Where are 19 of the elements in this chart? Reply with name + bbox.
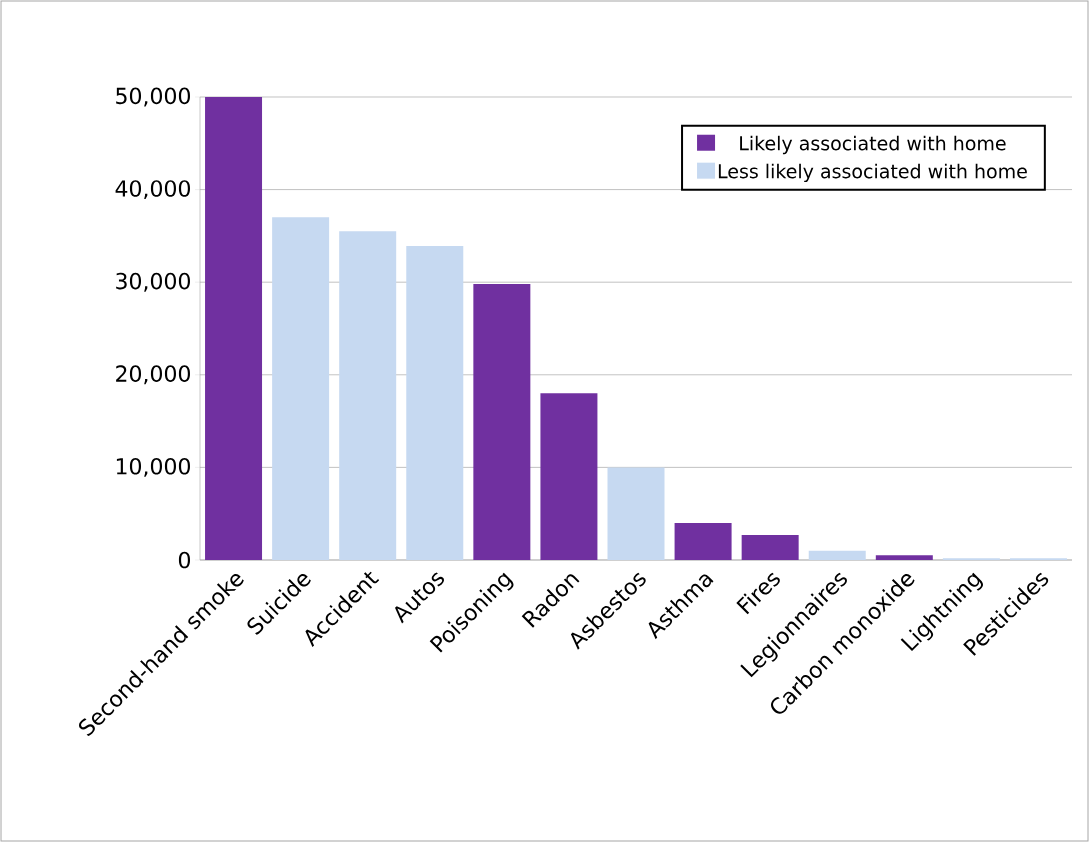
y-tick-label: 50,000 (116, 87, 190, 107)
bar (205, 96, 263, 560)
bar (473, 284, 531, 560)
bar (741, 534, 799, 560)
y-tick-label: 0 (178, 551, 191, 569)
legend-label: Less likely associated with home (718, 163, 1027, 183)
y-tick-label: 40,000 (115, 180, 190, 200)
bar (540, 393, 598, 560)
legend-label: Likely associated with home (740, 135, 1006, 155)
bar (607, 467, 665, 560)
bar (808, 550, 866, 560)
y-tick-label: 30,000 (116, 272, 190, 292)
bar (339, 231, 397, 560)
bar (406, 246, 464, 560)
y-tick-label: 20,000 (116, 365, 190, 385)
bar (875, 555, 933, 560)
bar (674, 522, 732, 560)
bar (272, 217, 330, 560)
y-tick-label: 10,000 (116, 457, 190, 477)
